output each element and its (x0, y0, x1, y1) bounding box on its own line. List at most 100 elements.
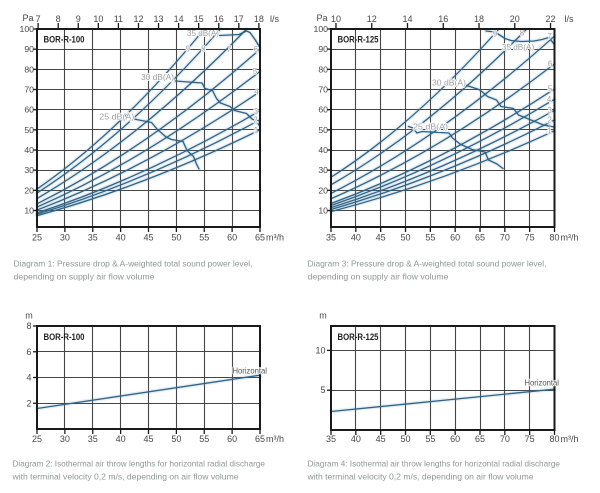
svg-text:40: 40 (116, 233, 126, 243)
svg-text:m³/h: m³/h (266, 434, 284, 444)
svg-text:5: 5 (320, 385, 325, 395)
svg-text:70: 70 (500, 434, 510, 444)
svg-text:2: 2 (253, 116, 258, 125)
svg-text:Diagram 2: Isothermal air thro: Diagram 2: Isothermal air throw lengths … (13, 459, 266, 469)
svg-text:BOR-R-125: BOR-R-125 (338, 332, 379, 342)
svg-text:with terminal velocity 0,2 m/s: with terminal velocity 0,2 m/s, dependin… (307, 472, 534, 482)
svg-text:80: 80 (318, 64, 328, 74)
svg-text:35: 35 (326, 434, 336, 444)
svg-text:60: 60 (450, 434, 460, 444)
svg-text:75: 75 (525, 434, 535, 444)
svg-text:3: 3 (254, 107, 259, 116)
svg-text:10: 10 (315, 345, 325, 355)
svg-text:10: 10 (24, 206, 34, 216)
svg-text:50: 50 (318, 125, 328, 135)
svg-text:Horizontal: Horizontal (525, 378, 560, 388)
svg-text:BOR-R-100: BOR-R-100 (44, 332, 85, 342)
svg-text:65: 65 (475, 233, 485, 243)
svg-text:20: 20 (24, 185, 34, 195)
svg-text:35: 35 (88, 233, 98, 243)
svg-text:15: 15 (194, 14, 204, 24)
svg-text:35: 35 (326, 233, 336, 243)
svg-text:5: 5 (548, 85, 553, 94)
svg-text:4: 4 (547, 95, 552, 104)
svg-text:45: 45 (376, 434, 386, 444)
svg-text:25 dB(A): 25 dB(A) (413, 122, 448, 132)
svg-text:10: 10 (93, 14, 103, 24)
svg-text:100: 100 (20, 24, 35, 34)
svg-text:7: 7 (547, 32, 552, 41)
svg-text:60: 60 (227, 434, 237, 444)
svg-text:6: 6 (26, 347, 31, 357)
svg-text:80: 80 (24, 64, 34, 74)
svg-text:80: 80 (549, 233, 559, 243)
svg-text:16: 16 (214, 14, 224, 24)
svg-text:25: 25 (32, 434, 42, 444)
svg-text:60: 60 (24, 105, 34, 115)
svg-text:m: m (319, 311, 327, 321)
svg-text:55: 55 (199, 434, 209, 444)
svg-text:4: 4 (26, 373, 31, 383)
svg-text:70: 70 (500, 233, 510, 243)
svg-text:50: 50 (171, 233, 181, 243)
svg-text:Horizontal: Horizontal (233, 366, 268, 376)
svg-text:8: 8 (201, 44, 206, 53)
svg-text:65: 65 (255, 434, 265, 444)
svg-text:m³/h: m³/h (561, 233, 579, 243)
svg-text:BOR-R-100: BOR-R-100 (44, 34, 85, 44)
svg-text:5: 5 (253, 67, 258, 76)
svg-text:8: 8 (520, 28, 525, 37)
svg-text:11: 11 (114, 14, 123, 24)
svg-text:30 dB(A): 30 dB(A) (141, 72, 174, 82)
svg-text:40: 40 (351, 434, 361, 444)
svg-text:16: 16 (438, 14, 448, 24)
svg-text:13: 13 (154, 14, 164, 24)
svg-text:60: 60 (450, 233, 460, 243)
svg-text:10: 10 (318, 206, 328, 216)
svg-text:40: 40 (351, 233, 361, 243)
svg-text:12: 12 (133, 14, 143, 24)
svg-text:50: 50 (400, 233, 410, 243)
svg-text:50: 50 (24, 125, 34, 135)
svg-text:2: 2 (547, 116, 552, 125)
svg-text:55: 55 (199, 233, 209, 243)
svg-text:25 dB(A): 25 dB(A) (99, 112, 134, 122)
svg-text:m³/h: m³/h (561, 434, 579, 444)
svg-text:BOR-R-125: BOR-R-125 (338, 34, 379, 44)
svg-text:40: 40 (318, 145, 328, 155)
svg-text:m: m (25, 311, 33, 321)
svg-text:60: 60 (227, 233, 237, 243)
svg-text:12: 12 (367, 14, 377, 24)
svg-text:30: 30 (318, 165, 328, 175)
svg-text:70: 70 (24, 85, 34, 95)
svg-text:65: 65 (475, 434, 485, 444)
svg-text:6: 6 (254, 45, 259, 54)
svg-text:Diagram 4: Isothermal air thro: Diagram 4: Isothermal air throw lengths … (308, 459, 561, 469)
svg-text:4: 4 (254, 88, 259, 97)
svg-text:30 dB(A): 30 dB(A) (432, 78, 466, 88)
svg-text:1: 1 (254, 126, 259, 135)
svg-text:l/s: l/s (270, 14, 280, 24)
svg-text:100: 100 (314, 24, 329, 34)
svg-text:6: 6 (548, 60, 553, 69)
svg-text:55: 55 (425, 434, 435, 444)
svg-text:40: 40 (24, 145, 34, 155)
svg-text:9: 9 (186, 45, 191, 54)
svg-text:Pa: Pa (316, 13, 327, 23)
svg-text:35 dB(A): 35 dB(A) (502, 42, 535, 52)
svg-text:14: 14 (402, 14, 412, 24)
svg-text:m³/h: m³/h (266, 233, 284, 243)
svg-text:45: 45 (376, 233, 386, 243)
svg-text:35 dB(A): 35 dB(A) (187, 28, 219, 38)
svg-text:7: 7 (36, 14, 41, 24)
svg-text:50: 50 (171, 434, 181, 444)
svg-text:80: 80 (549, 434, 559, 444)
svg-text:Diagram 3: Pressure drop & A-w: Diagram 3: Pressure drop & A-weighted to… (308, 258, 547, 268)
svg-text:18: 18 (474, 14, 484, 24)
svg-text:with terminal velocity 0,2 m/s: with terminal velocity 0,2 m/s, dependin… (12, 472, 239, 482)
svg-text:10: 10 (331, 14, 341, 24)
svg-text:2: 2 (26, 398, 31, 408)
svg-text:65: 65 (255, 233, 265, 243)
svg-text:45: 45 (143, 434, 153, 444)
svg-text:l/s: l/s (565, 14, 575, 24)
